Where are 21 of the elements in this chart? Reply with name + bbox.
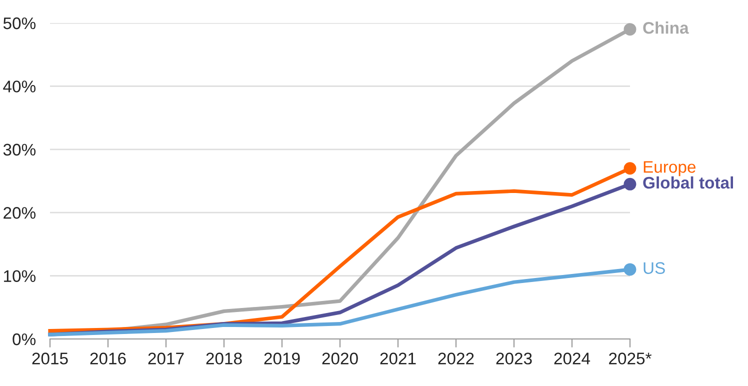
series-label: Global total bbox=[643, 176, 733, 189]
y-tick-label: 20% bbox=[4, 207, 36, 219]
y-tick-label: 0% bbox=[12, 333, 36, 346]
x-tick-label: 2017 bbox=[148, 352, 184, 364]
x-tick-label: 2024 bbox=[554, 352, 590, 364]
x-tick-label: 2022 bbox=[438, 352, 474, 364]
series-label: US bbox=[644, 262, 665, 274]
x-tick-label: 2020 bbox=[322, 352, 358, 364]
x-tick-label: 2019 bbox=[264, 352, 300, 364]
x-tick-label: 2015 bbox=[32, 352, 68, 364]
series-label: Europe bbox=[644, 161, 696, 176]
x-tick-label: 2021 bbox=[380, 352, 416, 364]
x-tick-label: 2023 bbox=[496, 352, 532, 364]
x-tick-label: 2025* bbox=[609, 352, 652, 364]
y-tick-label: 10% bbox=[4, 270, 36, 282]
y-tick-label: 30% bbox=[3, 144, 36, 156]
x-tick-label: 2018 bbox=[206, 352, 242, 364]
y-tick-label: 50% bbox=[3, 17, 36, 30]
series-label: China bbox=[643, 22, 689, 34]
x-tick-label: 2016 bbox=[90, 352, 126, 364]
y-tick-label: 40% bbox=[3, 80, 36, 92]
